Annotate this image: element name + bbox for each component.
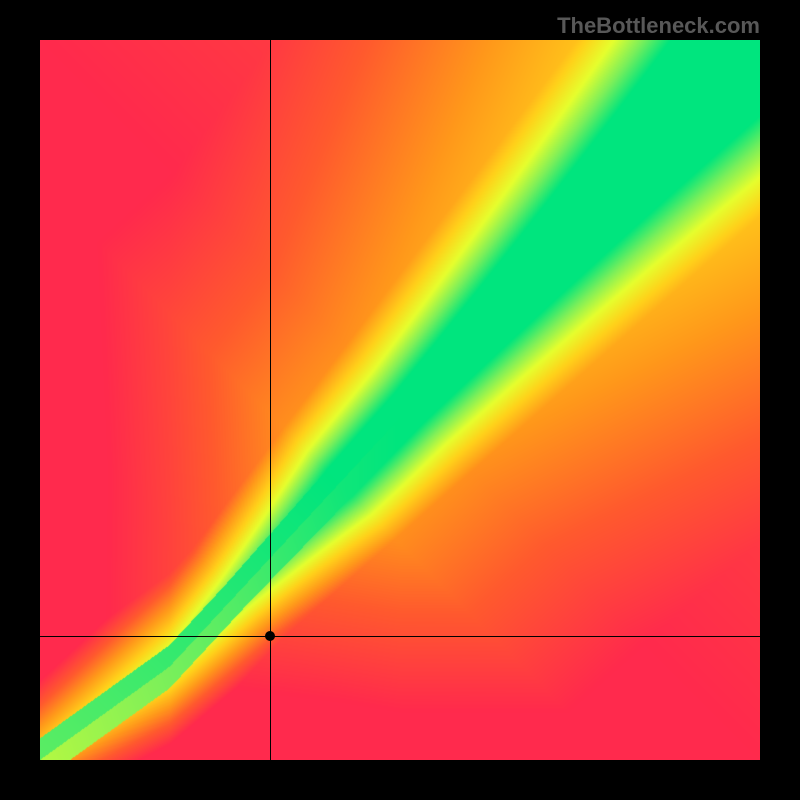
crosshair-horizontal xyxy=(40,636,760,637)
crosshair-marker xyxy=(265,631,275,641)
crosshair-vertical xyxy=(270,40,271,760)
chart-frame: TheBottleneck.com xyxy=(0,0,800,800)
bottleneck-heatmap xyxy=(40,40,760,760)
watermark-text: TheBottleneck.com xyxy=(557,13,760,39)
